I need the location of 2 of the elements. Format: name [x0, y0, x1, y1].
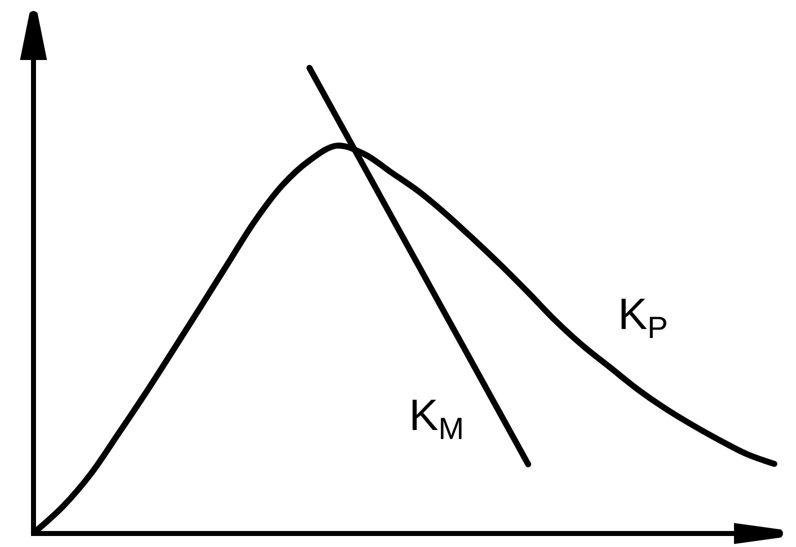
series-label: K$_{P}$	[618, 290, 668, 346]
series-label: K$_{M}$	[409, 391, 464, 446]
